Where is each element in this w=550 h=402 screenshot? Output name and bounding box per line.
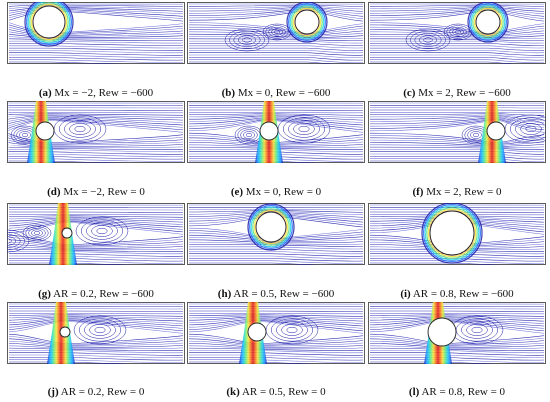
- streamline-plot: [187, 2, 365, 64]
- panel-description: Mx = 0, Rew = 0: [243, 186, 322, 198]
- streamline-panel: [7, 101, 185, 163]
- panel-caption: (b) Mx = 0, Rew = −600: [186, 87, 366, 99]
- panel-description: Mx = −2, Rew = 0: [60, 186, 145, 198]
- streamline-plot: [7, 101, 185, 163]
- streamline-plot: [7, 203, 185, 265]
- panel-tag: (e): [230, 186, 244, 198]
- streamline-plot: [187, 101, 365, 163]
- streamline-plot: [7, 302, 185, 364]
- panel-tag: (k): [226, 386, 240, 398]
- panel-tag: (a): [38, 87, 52, 99]
- streamline-panel: [368, 101, 546, 163]
- streamline-panel: [368, 2, 546, 64]
- streamline-panel: [7, 203, 185, 265]
- streamline-plot: [7, 2, 185, 64]
- panel-tag: (h): [217, 288, 232, 300]
- panel-caption: (a) Mx = −2, Rew = −600: [6, 87, 186, 99]
- streamline-plot: [187, 302, 365, 364]
- streamline-plot: [368, 302, 546, 364]
- streamline-panel: [187, 302, 365, 364]
- panel-description: AR = 0.5, Rew = −600: [231, 288, 335, 300]
- panel-description: Mx = 2, Rew = 0: [423, 186, 502, 198]
- panel-description: Mx = 2, Rew = −600: [415, 87, 511, 99]
- panel-caption: (d) Mx = −2, Rew = 0: [6, 186, 186, 198]
- panel-tag: (l): [408, 386, 420, 398]
- panel-caption: (c) Mx = 2, Rew = −600: [367, 87, 547, 99]
- panel-caption: (i) AR = 0.8, Rew = −600: [367, 288, 547, 300]
- streamline-plot: [187, 203, 365, 265]
- streamline-panel: [7, 2, 185, 64]
- streamline-panel: [187, 2, 365, 64]
- streamline-panel: [187, 203, 365, 265]
- panel-tag: (i): [400, 288, 411, 300]
- panel-caption: (j) AR = 0.2, Rew = 0: [6, 386, 186, 398]
- panel-tag: (b): [221, 87, 236, 99]
- panel-caption: (e) Mx = 0, Rew = 0: [186, 186, 366, 198]
- panel-description: Mx = 0, Rew = −600: [235, 87, 331, 99]
- panel-tag: (j): [47, 386, 59, 398]
- streamline-panel: [368, 302, 546, 364]
- streamline-plot: [368, 2, 546, 64]
- streamline-plot: [368, 203, 546, 265]
- panel-caption: (g) AR = 0.2, Rew = −600: [6, 288, 186, 300]
- panel-description: AR = 0.8, Rew = 0: [419, 386, 506, 398]
- panel-tag: (g): [38, 288, 51, 300]
- panel-caption: (h) AR = 0.5, Rew = −600: [186, 288, 366, 300]
- panel-caption: (f) Mx = 2, Rew = 0: [367, 186, 547, 198]
- panel-tag: (f): [412, 186, 424, 198]
- streamline-panel: [368, 203, 546, 265]
- panel-caption: (l) AR = 0.8, Rew = 0: [367, 386, 547, 398]
- streamline-panel: [187, 101, 365, 163]
- panel-caption: (k) AR = 0.5, Rew = 0: [186, 386, 366, 398]
- streamline-plot: [368, 101, 546, 163]
- panel-description: AR = 0.5, Rew = 0: [239, 386, 326, 398]
- panel-description: AR = 0.2, Rew = −600: [50, 288, 154, 300]
- panel-description: AR = 0.2, Rew = 0: [58, 386, 145, 398]
- panel-tag: (c): [403, 87, 416, 99]
- streamline-panel: [7, 302, 185, 364]
- panel-tag: (d): [47, 186, 61, 198]
- panel-description: AR = 0.8, Rew = −600: [410, 288, 514, 300]
- panel-description: Mx = −2, Rew = −600: [51, 87, 154, 99]
